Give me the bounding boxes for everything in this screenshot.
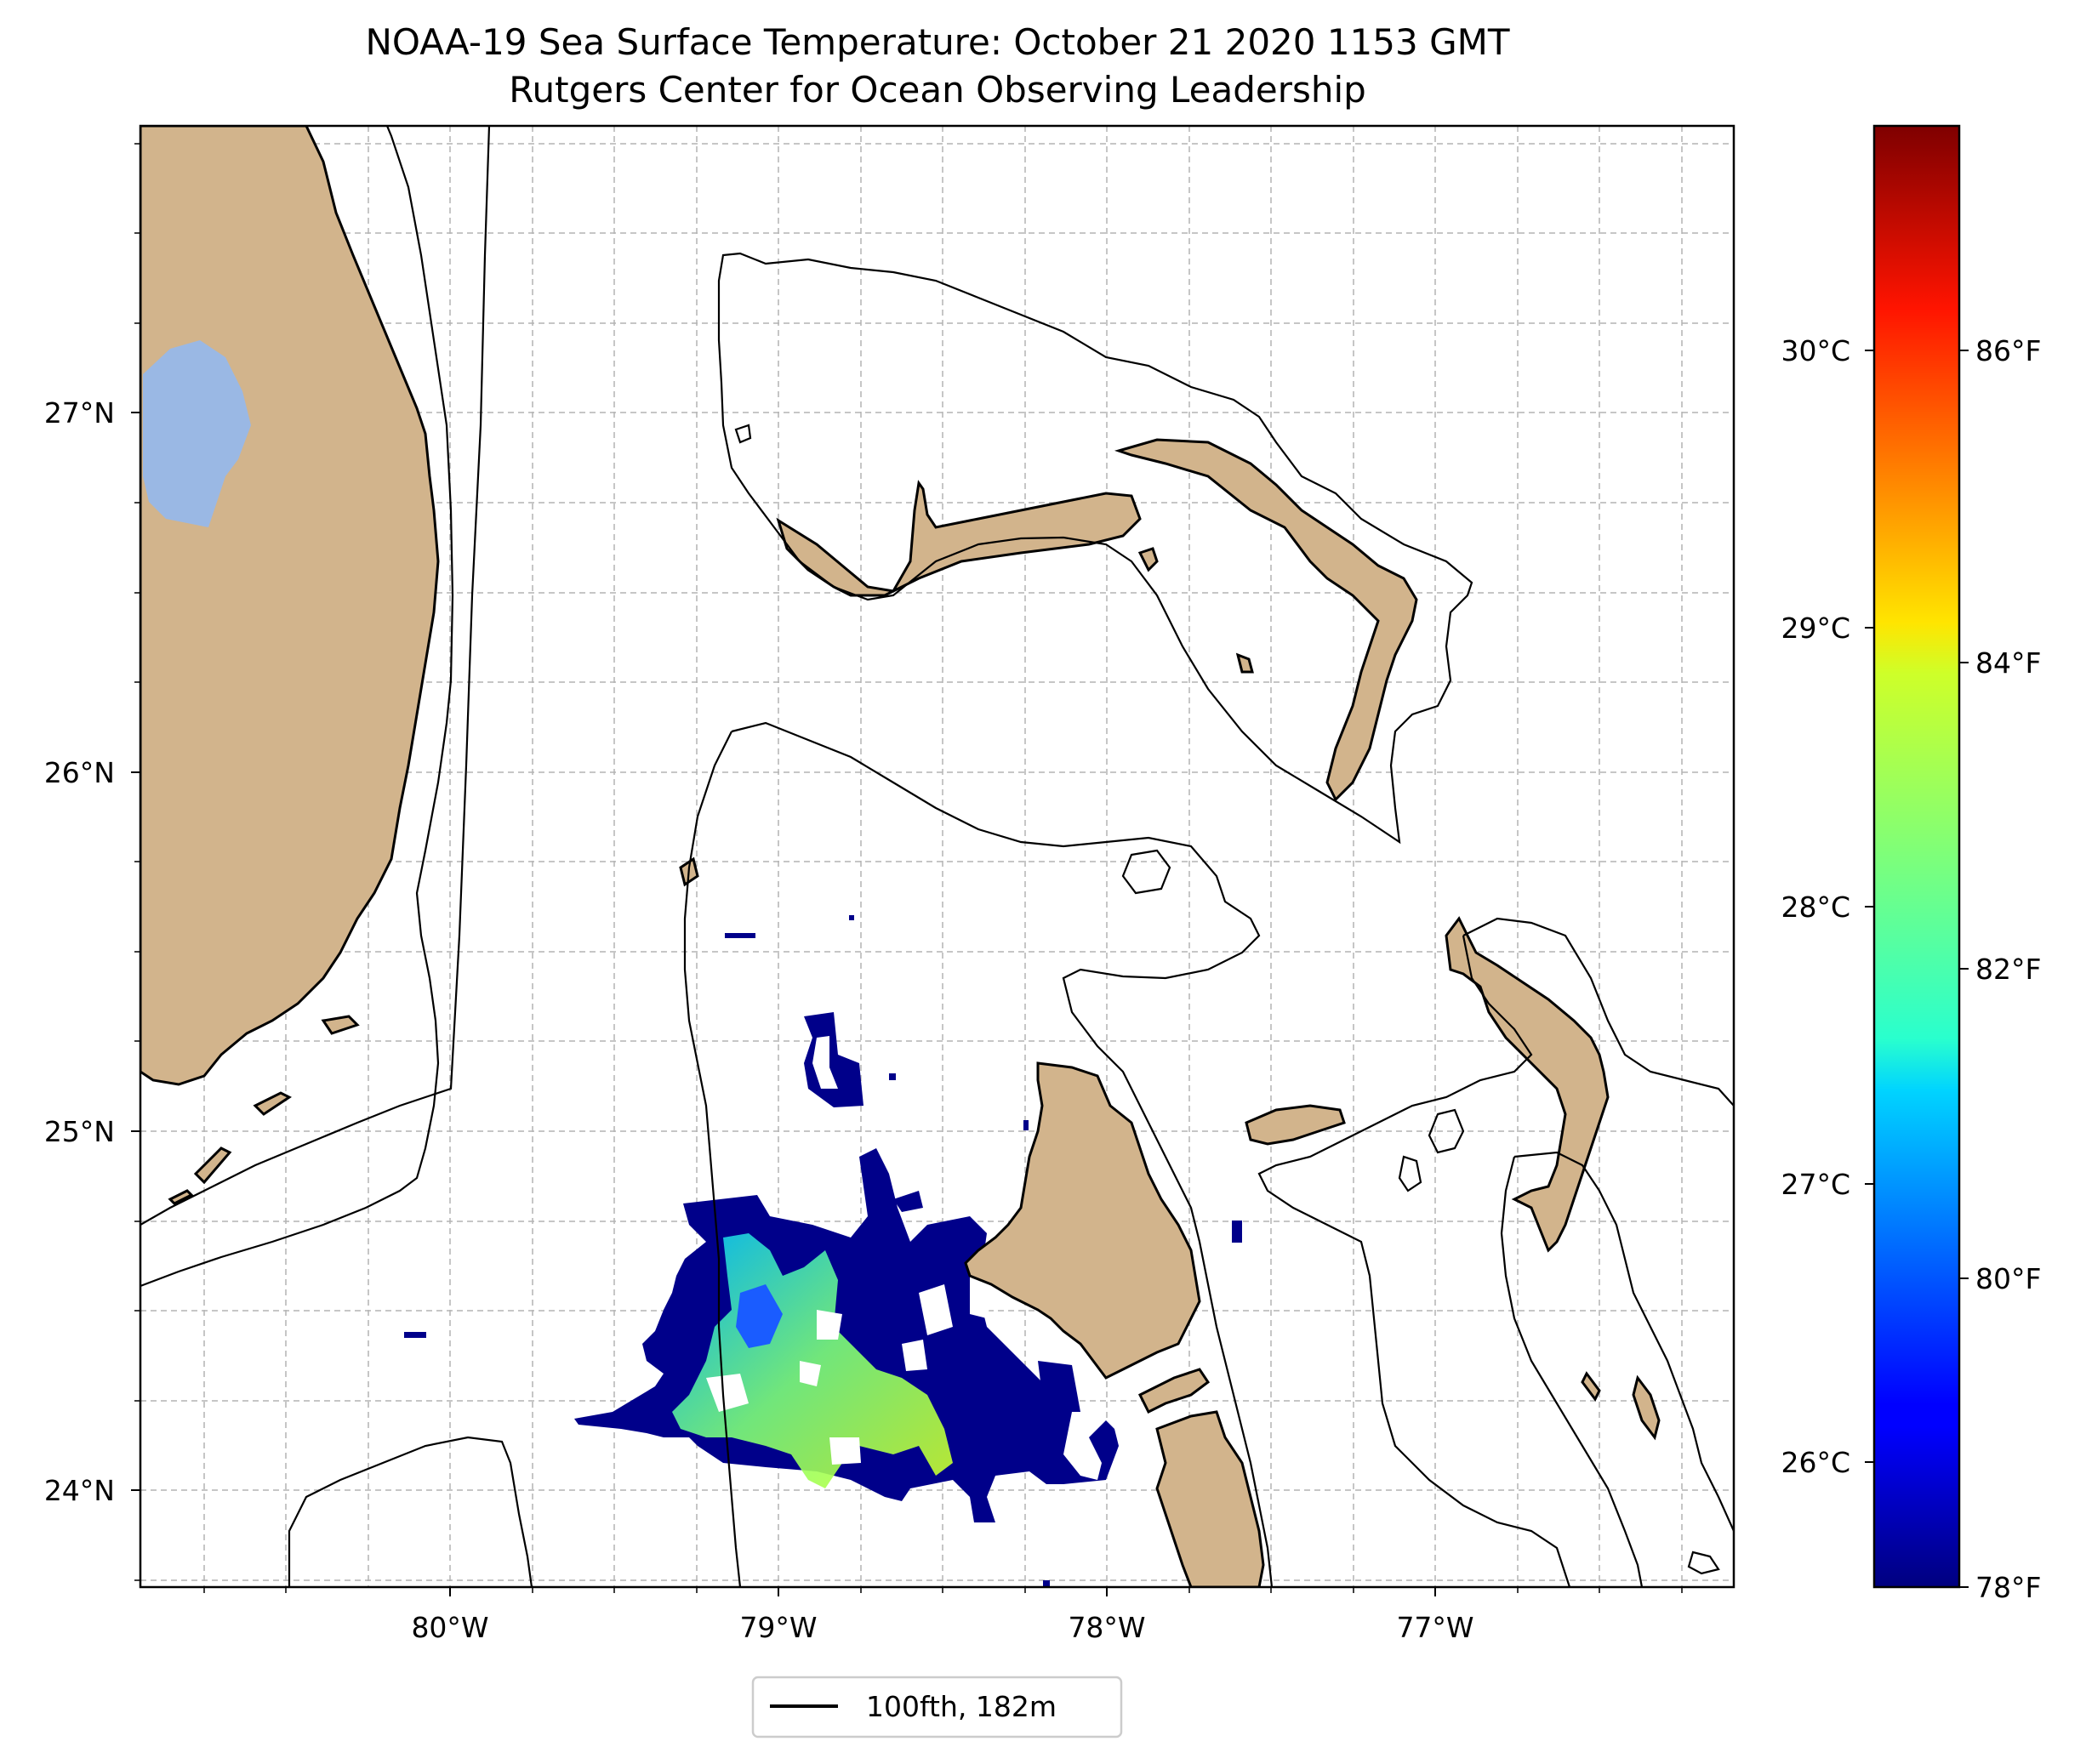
lon-label-79w: 79°W <box>739 1611 817 1644</box>
colorbar-c-29: 29°C <box>1781 612 1850 645</box>
legend-box <box>751 1676 1123 1738</box>
map-frame <box>139 124 1735 1589</box>
colorbar-c-28: 28°C <box>1781 891 1850 924</box>
map-y-axis: 27°N 26°N 25°N 24°N <box>44 396 140 1507</box>
map-minor-ticks <box>134 143 1683 1593</box>
lat-label-25: 25°N <box>44 1115 115 1148</box>
colorbar-c-27: 27°C <box>1781 1168 1850 1201</box>
legend-label: 100fth, 182m <box>866 1690 1057 1723</box>
title-line-1: NOAA-19 Sea Surface Temperature: October… <box>365 21 1509 63</box>
lat-label-26: 26°N <box>44 756 115 789</box>
map-x-axis: 80°W 79°W 78°W 77°W <box>411 1587 1474 1644</box>
colorbar-gradient <box>1872 124 1961 1589</box>
legend: 100fth, 182m <box>751 1676 1123 1738</box>
lat-label-27: 27°N <box>44 396 115 430</box>
lon-label-80w: 80°W <box>411 1611 488 1644</box>
colorbar-c-26: 26°C <box>1781 1446 1850 1479</box>
map-panel[interactable]: 27°N 26°N 25°N 24°N 80°W 79°W 78°W 77°W <box>44 124 1735 1644</box>
colorbar-f-82: 82°F <box>1975 953 2041 986</box>
lake-okeechobee <box>143 340 251 527</box>
colorbar-f-84: 84°F <box>1975 646 2041 680</box>
colorbar-f-80: 80°F <box>1975 1262 2041 1295</box>
sst-data-patch <box>404 915 1242 1587</box>
bathymetry-contour-100fth <box>140 126 1734 1587</box>
colorbar-f-78: 78°F <box>1975 1571 2041 1604</box>
colorbar: 30°C 29°C 28°C 27°C 26°C 86°F 84°F 82°F … <box>1781 124 2041 1604</box>
lon-label-77w: 77°W <box>1396 1611 1473 1644</box>
lat-label-24: 24°N <box>44 1474 115 1507</box>
colorbar-f-86: 86°F <box>1975 334 2041 367</box>
lon-label-78w: 78°W <box>1068 1611 1145 1644</box>
colorbar-c-30: 30°C <box>1781 334 1850 367</box>
title-line-2: Rutgers Center for Ocean Observing Leade… <box>509 69 1366 111</box>
